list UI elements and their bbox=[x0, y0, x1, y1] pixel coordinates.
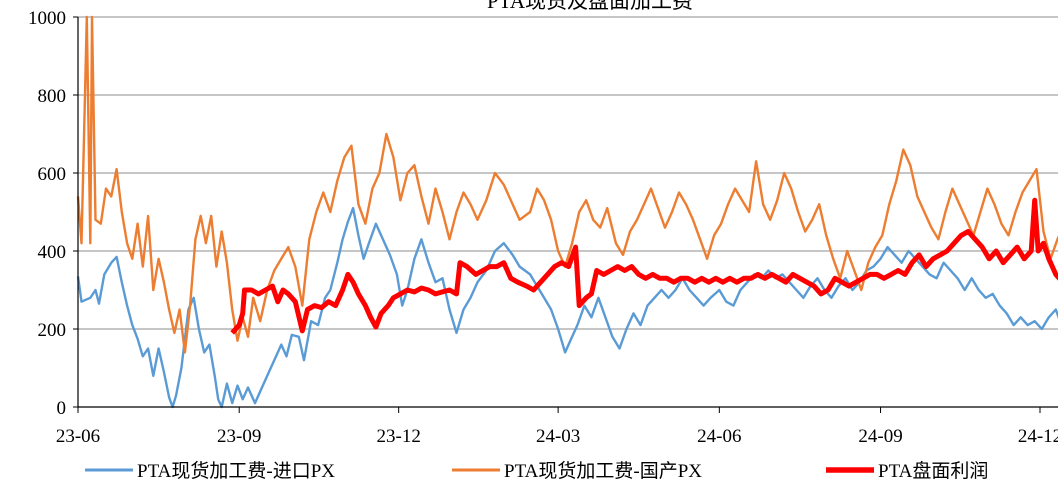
legend: PTA现货加工费-进口PX PTA现货加工费-国产PX PTA盘面利润 bbox=[85, 460, 988, 482]
chart-title: PTA现货及盘面加工费 bbox=[487, 0, 693, 13]
x-tick-label: 24-12 bbox=[1018, 426, 1058, 447]
y-tick-label: 200 bbox=[38, 320, 67, 341]
series-lines bbox=[76, 15, 1058, 409]
legend-item-1: PTA现货加工费-进口PX bbox=[85, 460, 335, 482]
y-tick-label: 1000 bbox=[28, 8, 66, 29]
y-tick-label: 600 bbox=[38, 164, 67, 185]
x-tick-label: 23-06 bbox=[56, 426, 100, 447]
x-tick-label: 24-09 bbox=[858, 426, 902, 447]
y-tick-labels: 0 200 400 600 800 1000 bbox=[28, 8, 66, 419]
x-tick-label: 23-12 bbox=[377, 426, 421, 447]
x-tick-label: 24-06 bbox=[697, 426, 741, 447]
y-tick-label: 800 bbox=[38, 86, 67, 107]
y-tick-label: 0 bbox=[57, 398, 67, 419]
series-line-3 bbox=[230, 197, 1058, 335]
series-line-1 bbox=[76, 206, 1058, 409]
x-tick-labels: 23-06 23-09 23-12 24-03 24-06 24-09 24-12 bbox=[56, 426, 1058, 447]
legend-item-2: PTA现货加工费-国产PX bbox=[452, 460, 702, 482]
legend-label: PTA盘面利润 bbox=[878, 460, 988, 482]
legend-item-3: PTA盘面利润 bbox=[826, 460, 988, 482]
x-tick-label: 23-09 bbox=[217, 426, 261, 447]
legend-label: PTA现货加工费-国产PX bbox=[504, 460, 702, 482]
y-gridlines bbox=[78, 16, 1058, 330]
y-tick-label: 400 bbox=[38, 242, 67, 263]
axes bbox=[73, 16, 1058, 413]
x-tick-label: 24-03 bbox=[536, 426, 580, 447]
legend-label: PTA现货加工费-进口PX bbox=[137, 460, 335, 482]
series-line-2 bbox=[76, 15, 1058, 354]
